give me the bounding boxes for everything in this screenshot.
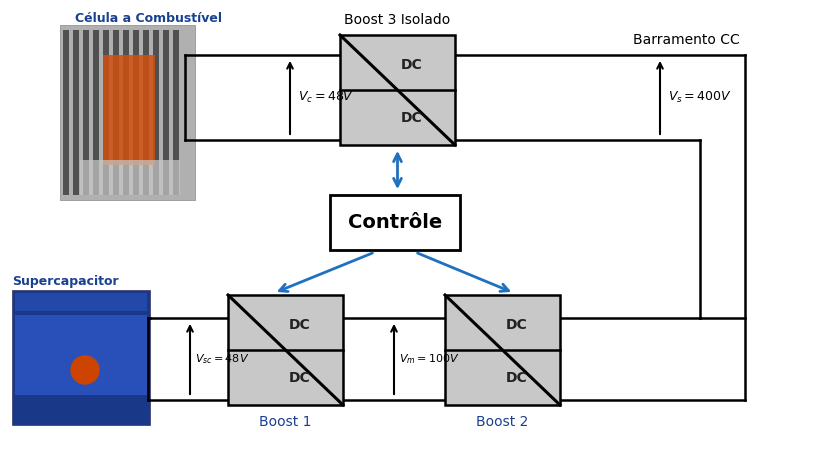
Bar xyxy=(103,55,155,165)
Bar xyxy=(15,293,147,311)
Bar xyxy=(153,30,159,195)
Bar xyxy=(93,30,99,195)
Bar xyxy=(83,30,89,195)
Bar xyxy=(228,295,343,405)
Text: DC: DC xyxy=(400,58,422,72)
Text: Contrôle: Contrôle xyxy=(348,213,442,232)
Bar xyxy=(15,315,147,395)
Text: $V_c = 48V$: $V_c = 48V$ xyxy=(298,90,355,105)
Bar xyxy=(173,30,179,195)
Bar xyxy=(113,30,119,195)
Bar xyxy=(163,30,169,195)
Circle shape xyxy=(71,356,99,384)
Bar xyxy=(445,295,560,405)
Bar xyxy=(80,160,180,195)
Text: Célula a Combustível: Célula a Combustível xyxy=(75,12,222,25)
Text: Boost 1: Boost 1 xyxy=(259,415,312,429)
Text: DC: DC xyxy=(400,110,422,124)
Text: Boost 2: Boost 2 xyxy=(476,415,529,429)
Text: $V_s = 400V$: $V_s = 400V$ xyxy=(668,90,732,105)
Bar xyxy=(330,195,460,250)
Bar xyxy=(63,30,69,195)
Bar xyxy=(103,30,109,195)
Bar xyxy=(133,30,139,195)
Bar xyxy=(123,30,129,195)
Bar xyxy=(12,290,150,425)
Text: $V_{sc} = 48V$: $V_{sc} = 48V$ xyxy=(195,352,249,366)
Text: Supercapacitor: Supercapacitor xyxy=(12,275,119,288)
Text: Boost 3 Isolado: Boost 3 Isolado xyxy=(345,13,451,27)
Bar xyxy=(60,25,195,200)
Text: $V_m = 100V$: $V_m = 100V$ xyxy=(399,352,460,366)
Text: DC: DC xyxy=(289,371,311,385)
Bar xyxy=(73,30,79,195)
Text: DC: DC xyxy=(505,318,527,331)
Text: DC: DC xyxy=(505,371,527,385)
Bar xyxy=(340,35,455,145)
Text: Barramento CC: Barramento CC xyxy=(633,33,740,47)
Bar xyxy=(143,30,149,195)
Text: DC: DC xyxy=(289,318,311,331)
